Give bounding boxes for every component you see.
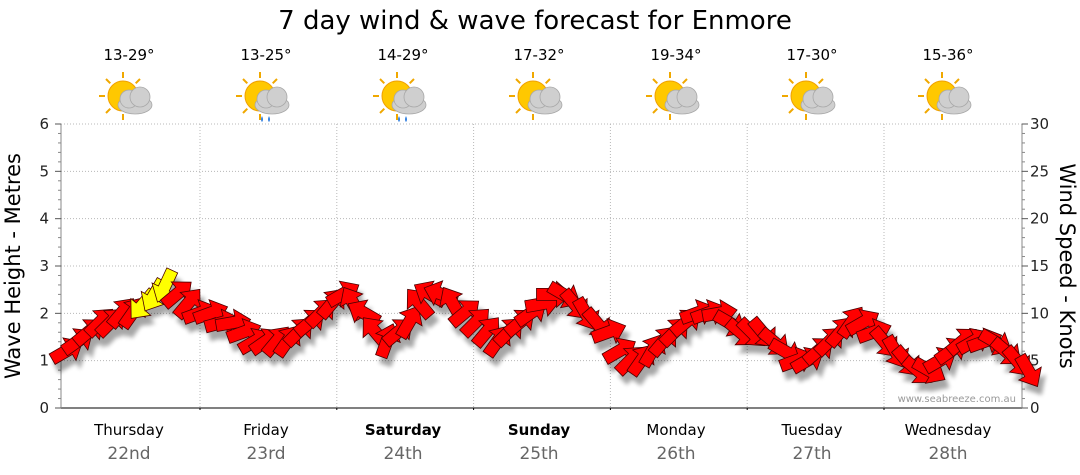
day-name-label: Tuesday	[780, 421, 842, 439]
y-tick-label-right: 0	[1030, 399, 1040, 417]
wind-arrow	[470, 317, 500, 349]
sun-cloud-icon	[508, 71, 563, 121]
day-date-label: 22nd	[107, 444, 150, 464]
day-temp-range: 15-36°	[922, 46, 973, 64]
y-tick-label-left: 1	[39, 352, 49, 370]
y-tick-label-right: 10	[1030, 304, 1049, 322]
chart-title: 7 day wind & wave forecast for Enmore	[278, 6, 792, 36]
wind-arrows	[48, 267, 1042, 388]
wind-arrow	[1014, 352, 1042, 388]
axis-ticks: 0 1 2 3 4 5 6 0 5 10 15 20 25 30	[39, 115, 1049, 417]
day-date-label: 25th	[519, 444, 558, 464]
sun-cloud-icon	[98, 71, 153, 121]
day-name-label: Wednesday	[905, 421, 992, 439]
credit-watermark: www.seabreeze.com.au	[898, 394, 1016, 405]
day-date-label: 26th	[656, 444, 695, 464]
day-temp-range: 14-29°	[377, 46, 428, 64]
day-name-label: Friday	[243, 421, 289, 439]
y-tick-label-left: 2	[39, 304, 49, 322]
sun-cloud-rain-icon	[372, 71, 427, 122]
day-date-label: 27th	[792, 444, 831, 464]
y-axis-label-left: Wave Height - Metres	[1, 153, 25, 379]
y-tick-label-right: 15	[1030, 257, 1049, 275]
y-tick-label-right: 20	[1030, 210, 1049, 228]
day-temp-range: 13-25°	[240, 46, 291, 64]
day-temp-range: 17-32°	[513, 46, 564, 64]
day-temp-range: 19-34°	[650, 46, 701, 64]
y-tick-label-right: 5	[1030, 352, 1040, 370]
y-tick-label-left: 5	[39, 162, 49, 180]
day-temp-range: 17-30°	[786, 46, 837, 64]
y-tick-label-right: 30	[1030, 115, 1049, 133]
day-temp-range: 13-29°	[103, 46, 154, 64]
day-name-label: Thursday	[93, 421, 164, 439]
y-tick-label-left: 0	[39, 399, 49, 417]
sun-cloud-icon	[645, 71, 700, 121]
day-name-label: Sunday	[508, 421, 571, 439]
sun-cloud-rain-icon	[235, 71, 290, 122]
gridlines	[61, 123, 1022, 410]
wind-arrow	[590, 318, 627, 345]
day-name-label: Monday	[646, 421, 705, 439]
sun-cloud-icon	[781, 71, 836, 121]
day-headers: 13-29° 13-25° 14-29° 17-32° 19-34° 17-30° 15-3…	[98, 46, 974, 122]
y-tick-label-left: 3	[39, 257, 49, 275]
day-date-label: 24th	[383, 444, 422, 464]
y-tick-label-right: 25	[1030, 162, 1049, 180]
sun-cloud-icon	[917, 71, 972, 121]
y-tick-label-left: 6	[39, 115, 49, 133]
day-date-label: 28th	[928, 444, 967, 464]
day-name-label: Saturday	[365, 421, 442, 439]
y-tick-label-left: 4	[39, 210, 49, 228]
y-axis-label-right: Wind Speed - Knots	[1055, 163, 1079, 368]
plot-area: 0 1 2 3 4 5 6 0 5 10 15 20 25 30 www.seabreeze.com.au	[39, 115, 1049, 417]
day-labels: Thursday 22nd Friday 23rd Saturday 24th Sunday…	[93, 421, 991, 464]
day-date-label: 23rd	[246, 444, 285, 464]
wind-arrow	[395, 305, 423, 341]
